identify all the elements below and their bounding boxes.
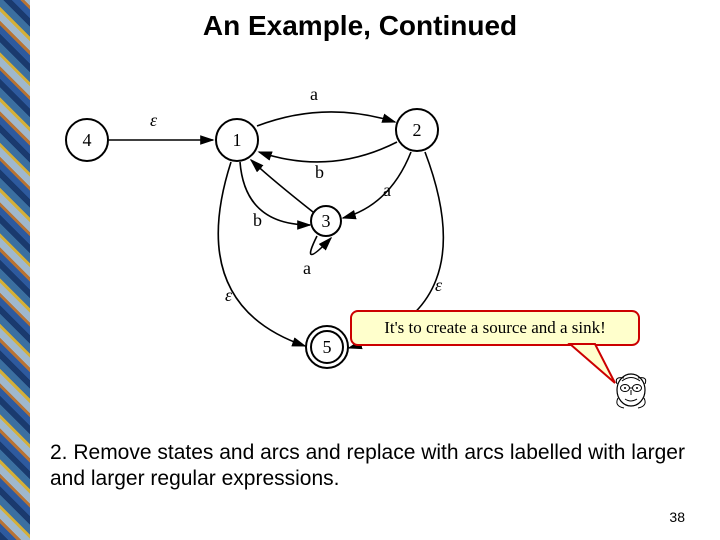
edge-label-2-3: a — [383, 180, 391, 201]
edge-label-1-3: b — [253, 210, 262, 231]
edge-label-1-2: a — [310, 84, 318, 105]
callout-bubble: It's to create a source and a sink! — [350, 310, 640, 346]
slide-body-text: 2. Remove states and arcs and replace wi… — [50, 440, 690, 493]
side-decorative-stripe — [0, 0, 30, 540]
edge-label-1-5: ε — [225, 285, 232, 306]
node-3: 3 — [310, 205, 342, 237]
page-number: 38 — [669, 509, 685, 525]
node-2: 2 — [395, 108, 439, 152]
face-icon — [610, 370, 652, 412]
edge-3-3 — [311, 236, 331, 255]
edge-label-3-3: a — [303, 258, 311, 279]
callout-tail — [350, 338, 640, 398]
edge-1-3 — [240, 162, 310, 225]
edge-label-4-1: ε — [150, 110, 157, 131]
edge-1-5 — [218, 162, 305, 346]
edge-2-3 — [343, 152, 411, 218]
edge-3-1 — [251, 160, 313, 212]
edge-1-2 — [257, 112, 395, 126]
slide-title: An Example, Continued — [0, 10, 720, 42]
node-5: 5 — [305, 325, 349, 369]
node-1: 1 — [215, 118, 259, 162]
edge-label-2-1: b — [315, 162, 324, 183]
edge-2-1 — [259, 142, 397, 162]
edge-label-2-5: ε — [435, 275, 442, 296]
node-4: 4 — [65, 118, 109, 162]
